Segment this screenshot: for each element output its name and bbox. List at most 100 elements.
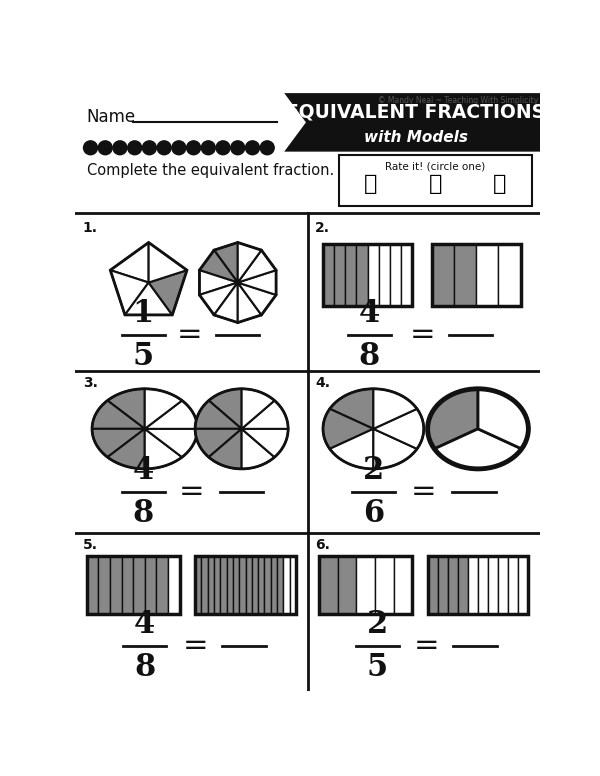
Bar (375, 556, 394, 614)
Bar (110, 556, 121, 614)
Text: 1: 1 (133, 298, 154, 329)
Polygon shape (107, 389, 145, 429)
Text: 8: 8 (359, 341, 380, 372)
Bar (86, 556, 98, 614)
Bar (468, 556, 478, 614)
Polygon shape (195, 400, 242, 429)
Polygon shape (145, 389, 182, 429)
Bar (202, 556, 208, 614)
Text: =: = (409, 320, 435, 349)
Text: 👊: 👊 (428, 174, 442, 194)
Bar (368, 244, 379, 306)
Polygon shape (242, 429, 288, 457)
Polygon shape (434, 429, 521, 469)
Bar (145, 556, 157, 614)
Circle shape (216, 141, 230, 154)
Bar (379, 244, 390, 306)
Bar (401, 244, 412, 306)
Circle shape (202, 141, 215, 154)
Bar (323, 244, 334, 306)
Bar (356, 556, 375, 614)
Polygon shape (478, 389, 529, 449)
Polygon shape (238, 250, 276, 282)
Bar (390, 244, 401, 306)
Text: with Models: with Models (364, 130, 468, 145)
Bar (245, 556, 252, 614)
Bar (98, 556, 110, 614)
Polygon shape (242, 400, 288, 429)
Circle shape (142, 141, 157, 154)
Bar (271, 556, 277, 614)
Bar (323, 244, 412, 306)
Polygon shape (238, 243, 262, 282)
Polygon shape (145, 429, 197, 457)
Text: 8: 8 (134, 652, 155, 683)
Text: 1.: 1. (83, 221, 98, 235)
Bar (208, 556, 214, 614)
Bar (239, 556, 245, 614)
Text: =: = (182, 632, 208, 660)
Polygon shape (330, 389, 373, 429)
Polygon shape (92, 429, 145, 457)
Text: 👍: 👍 (364, 174, 378, 194)
Polygon shape (323, 409, 373, 449)
Bar (252, 556, 258, 614)
Bar (338, 556, 356, 614)
Circle shape (172, 141, 186, 154)
Bar (508, 556, 518, 614)
Polygon shape (284, 93, 540, 151)
Circle shape (157, 141, 171, 154)
Bar (233, 556, 239, 614)
Bar (86, 556, 179, 614)
Text: 3.: 3. (83, 376, 98, 390)
Text: 5.: 5. (83, 539, 98, 553)
Text: 2: 2 (363, 455, 384, 486)
Bar (428, 556, 438, 614)
Polygon shape (242, 429, 275, 469)
Polygon shape (330, 429, 373, 469)
Polygon shape (199, 270, 238, 295)
Circle shape (231, 141, 245, 154)
Text: 5: 5 (133, 341, 154, 372)
Polygon shape (149, 243, 187, 282)
Text: 8: 8 (133, 498, 154, 529)
Bar (168, 556, 179, 614)
Bar (448, 556, 458, 614)
Polygon shape (195, 429, 242, 457)
Bar (195, 556, 296, 614)
Bar (258, 556, 265, 614)
Bar (157, 556, 168, 614)
Polygon shape (145, 400, 197, 429)
Bar (431, 244, 521, 306)
Text: 2: 2 (367, 609, 388, 640)
Bar (356, 244, 368, 306)
Polygon shape (209, 429, 242, 469)
Bar (121, 556, 133, 614)
Polygon shape (214, 243, 238, 282)
Text: Complete the equivalent fraction.: Complete the equivalent fraction. (86, 164, 334, 178)
Bar (476, 244, 499, 306)
Polygon shape (145, 429, 182, 469)
Polygon shape (92, 400, 145, 429)
Circle shape (128, 141, 142, 154)
Text: 👎: 👎 (493, 174, 506, 194)
Polygon shape (199, 282, 238, 315)
Text: © Mandy Neal ~ Teaching With Simplicity: © Mandy Neal ~ Teaching With Simplicity (378, 96, 538, 106)
Text: 6: 6 (363, 498, 384, 529)
Polygon shape (110, 243, 149, 282)
Bar (454, 244, 476, 306)
Circle shape (83, 141, 97, 154)
Bar (214, 556, 220, 614)
Bar (345, 244, 356, 306)
Polygon shape (428, 389, 478, 449)
Polygon shape (199, 250, 238, 282)
Bar (498, 556, 508, 614)
Circle shape (260, 141, 274, 154)
Polygon shape (149, 270, 187, 315)
Bar (478, 556, 488, 614)
Polygon shape (373, 389, 417, 429)
Text: 2.: 2. (315, 221, 330, 235)
Polygon shape (110, 270, 149, 315)
Polygon shape (107, 429, 145, 469)
Bar (458, 556, 468, 614)
